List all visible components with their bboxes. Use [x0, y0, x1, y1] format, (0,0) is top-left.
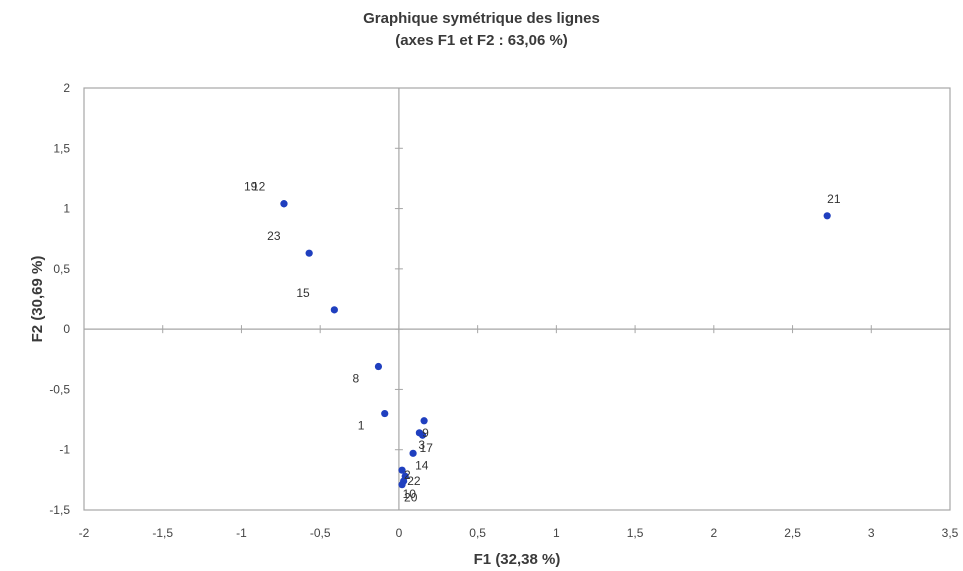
data-point-23 [305, 249, 313, 257]
x-tick-label: 2,5 [784, 526, 801, 540]
y-tick-label: 0 [63, 322, 70, 336]
x-tick-label: 0,5 [469, 526, 486, 540]
data-point-9 [420, 417, 428, 425]
y-tick-label: 1 [63, 202, 70, 216]
y-tick-label: 0,5 [53, 262, 70, 276]
x-tick-label: -2 [79, 526, 90, 540]
y-tick-label: 2 [63, 81, 70, 95]
x-tick-label: -1,5 [152, 526, 173, 540]
data-point-8 [374, 362, 383, 371]
plot-area [83, 87, 951, 511]
point-label-9: 9 [422, 426, 429, 440]
x-axis-title: F1 (32,38 %) [474, 551, 561, 568]
data-point-1 [381, 409, 389, 418]
x-tick-label: 1 [553, 526, 560, 540]
point-label-14: 14 [415, 458, 429, 472]
y-tick-label: 1,5 [53, 141, 70, 155]
point-label-3: 3 [418, 438, 425, 452]
x-tick-labels: -2 -1,5 -1 -0,5 0 0,5 1 1,5 2 2,5 3 3,5 [79, 526, 959, 540]
data-point-2 [398, 466, 406, 474]
data-points [280, 200, 831, 489]
point-label-10: 10 [403, 487, 417, 501]
y-tick-label: -1 [59, 443, 70, 457]
point-label-2: 2 [404, 468, 411, 482]
axes-layer [83, 87, 951, 511]
x-tick-label: -1 [236, 526, 247, 540]
chart-subtitle: (axes F1 et F2 : 63,06 %) [395, 32, 568, 49]
x-tick-label: -0,5 [310, 526, 331, 540]
point-label-17: 17 [420, 441, 434, 455]
point-label-19: 19 [244, 180, 258, 194]
point-label-15: 15 [296, 286, 310, 300]
point-label-23: 23 [267, 229, 281, 243]
point-label-22: 22 [407, 474, 421, 488]
x-tick-label: 0 [396, 526, 403, 540]
chart-title: Graphique symétrique des lignes [363, 10, 600, 27]
x-tick-label: 3,5 [942, 526, 959, 540]
x-tick-label: 3 [868, 526, 875, 540]
chart-title-block: Graphique symétrique des lignes (axes F1… [0, 8, 963, 52]
data-point-15 [330, 306, 338, 314]
point-label-21: 21 [827, 192, 841, 206]
data-point-19 [280, 200, 288, 208]
y-tick-label: -0,5 [49, 382, 70, 396]
data-point-14 [409, 449, 417, 457]
data-point-21 [823, 212, 831, 220]
data-point-20 [398, 481, 406, 489]
data-point-17 [418, 431, 427, 439]
point-label-20: 20 [404, 491, 418, 505]
x-tick-label: 2 [710, 526, 717, 540]
point-label-8: 8 [352, 372, 359, 386]
y-axis-title: F2 (30,69 %) [29, 256, 46, 343]
y-tick-labels: -1,5 -1 -0,5 0 0,5 1 1,5 2 [49, 81, 70, 517]
y-tick-label: -1,5 [49, 503, 70, 517]
point-label-1: 1 [358, 419, 365, 433]
x-tick-label: 1,5 [627, 526, 644, 540]
point-label-12: 12 [252, 180, 266, 194]
